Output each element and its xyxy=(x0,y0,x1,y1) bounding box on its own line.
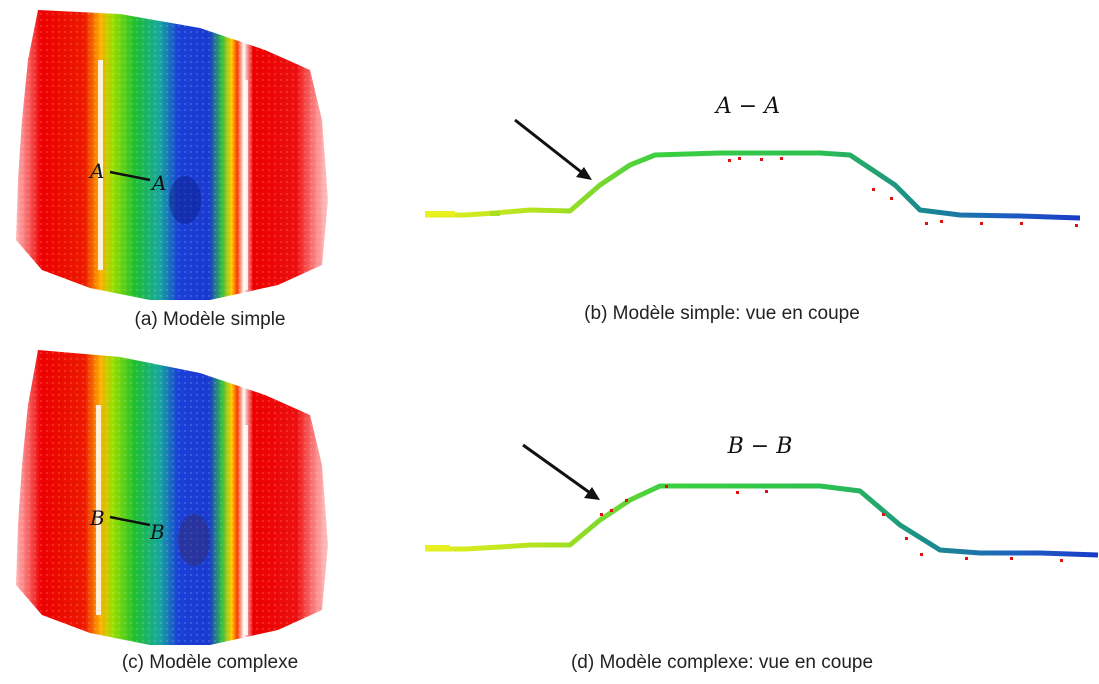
cross-section-simple xyxy=(425,118,1081,227)
cross-section-complex xyxy=(425,443,1099,562)
caption-c: (c) Modèle complexe xyxy=(121,652,299,673)
white-stripe xyxy=(244,80,248,290)
point-cloud-simple-view: A A xyxy=(16,10,328,300)
caption-b: (b) Modèle simple: vue en coupe xyxy=(584,303,860,324)
white-stripe xyxy=(244,425,248,635)
arrow xyxy=(522,443,594,497)
arrow-head xyxy=(576,167,592,180)
caption-a: (a) Modèle simple xyxy=(134,309,286,330)
section-title-a: A − A xyxy=(715,94,781,119)
outlier-points xyxy=(600,485,1063,562)
section-label-left: A xyxy=(88,159,104,183)
arrow xyxy=(514,118,586,177)
point-cloud-complex-view: B B xyxy=(16,350,328,645)
section-label-right: A xyxy=(150,171,166,195)
profile-points xyxy=(425,150,1081,221)
section-line-a xyxy=(109,170,151,182)
profile-points xyxy=(425,483,1099,558)
caption-d: (d) Modèle complexe: vue en coupe xyxy=(570,652,874,673)
white-stripe xyxy=(98,60,103,270)
section-line-b xyxy=(109,515,151,527)
white-stripe xyxy=(96,405,101,615)
section-label-right: B xyxy=(149,520,165,544)
dark-feature xyxy=(169,176,201,224)
dark-feature xyxy=(178,514,210,566)
outlier-points xyxy=(728,157,1078,227)
section-label-left: B xyxy=(89,506,105,530)
section-title-b: B − B xyxy=(727,434,793,459)
arrow-head xyxy=(584,487,600,500)
